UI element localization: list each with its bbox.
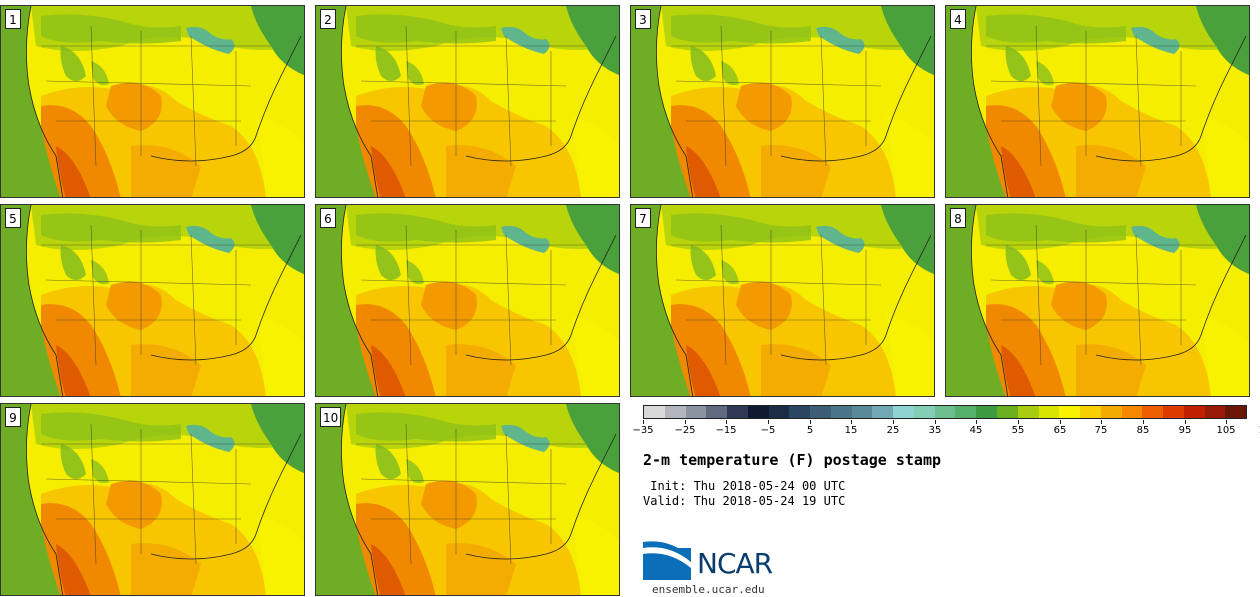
panel-number-label: 4 — [950, 9, 966, 29]
colorbar-swatch — [851, 406, 873, 418]
map-panel: 5 — [0, 204, 305, 397]
temperature-map — [946, 205, 1249, 396]
colorbar-swatch — [955, 406, 977, 418]
colorbar-swatch — [644, 406, 665, 418]
colorbar-tick-label: 115 — [1258, 425, 1260, 436]
colorbar-swatch — [934, 406, 956, 418]
map-panel: 6 — [315, 204, 620, 397]
init-time: Init: Thu 2018-05-24 00 UTC — [643, 479, 846, 493]
panel-number-label: 5 — [5, 208, 21, 228]
colorbar-tick — [851, 420, 852, 424]
colorbar-tick-label: −35 — [632, 425, 654, 436]
colorbar-tick-label: 35 — [928, 425, 942, 436]
colorbar-tick — [768, 420, 769, 424]
colorbar-swatch — [1225, 406, 1247, 418]
colorbar-tick-label: 105 — [1216, 425, 1236, 436]
map-panel: 2 — [315, 5, 620, 198]
colorbar-tick-label: −15 — [715, 425, 737, 436]
temperature-map — [631, 6, 934, 197]
map-panel: 7 — [630, 204, 935, 397]
temperature-map — [316, 205, 619, 396]
panel-number-label: 10 — [320, 407, 342, 427]
colorbar-tick-label: −5 — [760, 425, 776, 436]
colorbar-swatch — [1080, 406, 1101, 418]
colorbar-swatch — [1017, 406, 1039, 418]
colorbar-ticks: −35 −25 −15 −5 5 15 25 35 45 55 65 75 85 95 105 115 — [632, 420, 1260, 440]
colorbar-tick — [726, 420, 727, 424]
temperature-map — [316, 404, 619, 595]
temperature-map — [1, 6, 304, 197]
colorbar-tick — [976, 420, 977, 424]
colorbar-swatch — [664, 406, 686, 418]
temperature-map — [1, 404, 304, 595]
colorbar-swatch — [872, 406, 894, 418]
colorbar-swatch — [893, 406, 914, 418]
colorbar-swatch — [976, 406, 998, 418]
colorbar-tick-label: 15 — [844, 425, 858, 436]
map-panel: 8 — [945, 204, 1250, 397]
colorbar-swatch — [1163, 406, 1184, 418]
colorbar-tick-label: 25 — [886, 425, 900, 436]
colorbar-tick-label: 75 — [1094, 425, 1108, 436]
panel-number-label: 8 — [950, 208, 966, 228]
colorbar-tick — [685, 420, 686, 424]
colorbar-tick-label: 5 — [806, 425, 814, 436]
colorbar-swatch — [1204, 406, 1226, 418]
chart-title: 2-m temperature (F) postage stamp — [643, 451, 942, 469]
panel-number-label: 7 — [635, 208, 651, 228]
colorbar-tick — [893, 420, 894, 424]
colorbar-swatch — [706, 406, 728, 418]
panel-number-label: 1 — [5, 9, 21, 29]
panel-number-label: 3 — [635, 9, 651, 29]
map-panel: 4 — [945, 5, 1250, 198]
colorbar-swatch — [1142, 406, 1164, 418]
colorbar-swatch — [789, 406, 811, 418]
colorbar-tick — [1101, 420, 1102, 424]
colorbar-tick-label: 95 — [1178, 425, 1192, 436]
colorbar-tick-label: 55 — [1011, 425, 1025, 436]
map-panel: 3 — [630, 5, 935, 198]
ncar-logo-text: NCAR — [697, 547, 773, 580]
map-panel: 9 — [0, 403, 305, 596]
colorbar-swatch — [1183, 406, 1205, 418]
colorbar-tick — [1185, 420, 1186, 424]
colorbar-swatch — [913, 406, 935, 418]
colorbar-swatch — [1059, 406, 1081, 418]
colorbar-tick-label: 85 — [1136, 425, 1150, 436]
panel-number-label: 9 — [5, 407, 21, 427]
valid-time: Valid: Thu 2018-05-24 19 UTC — [643, 494, 846, 508]
temperature-map — [1, 205, 304, 396]
colorbar-swatch — [830, 406, 852, 418]
colorbar-tick — [1143, 420, 1144, 424]
temperature-map — [316, 6, 619, 197]
colorbar-swatch — [768, 406, 790, 418]
temperature-map — [631, 205, 934, 396]
colorbar-tick — [1060, 420, 1061, 424]
colorbar-swatch — [997, 406, 1018, 418]
panel-number-label: 2 — [320, 9, 336, 29]
colorbar-tick-label: 45 — [969, 425, 983, 436]
colorbar-tick — [1018, 420, 1019, 424]
colorbar-tick-label: 65 — [1053, 425, 1067, 436]
map-panel: 1 — [0, 5, 305, 198]
temperature-colorbar — [643, 405, 1247, 419]
site-url: ensemble.ucar.edu — [652, 583, 765, 596]
colorbar-swatch — [685, 406, 707, 418]
colorbar-swatch — [747, 406, 769, 418]
colorbar-tick — [810, 420, 811, 424]
colorbar-swatch — [1121, 406, 1143, 418]
colorbar-swatch — [810, 406, 831, 418]
map-panel: 10 — [315, 403, 620, 596]
colorbar-swatch — [1038, 406, 1060, 418]
colorbar-tick — [643, 420, 644, 424]
colorbar-swatch — [1100, 406, 1122, 418]
temperature-map — [946, 6, 1249, 197]
panel-number-label: 6 — [320, 208, 336, 228]
colorbar-tick — [1226, 420, 1227, 424]
colorbar-swatch — [727, 406, 748, 418]
colorbar-tick — [935, 420, 936, 424]
colorbar-tick-label: −25 — [674, 425, 696, 436]
ncar-logo-icon — [643, 541, 691, 580]
